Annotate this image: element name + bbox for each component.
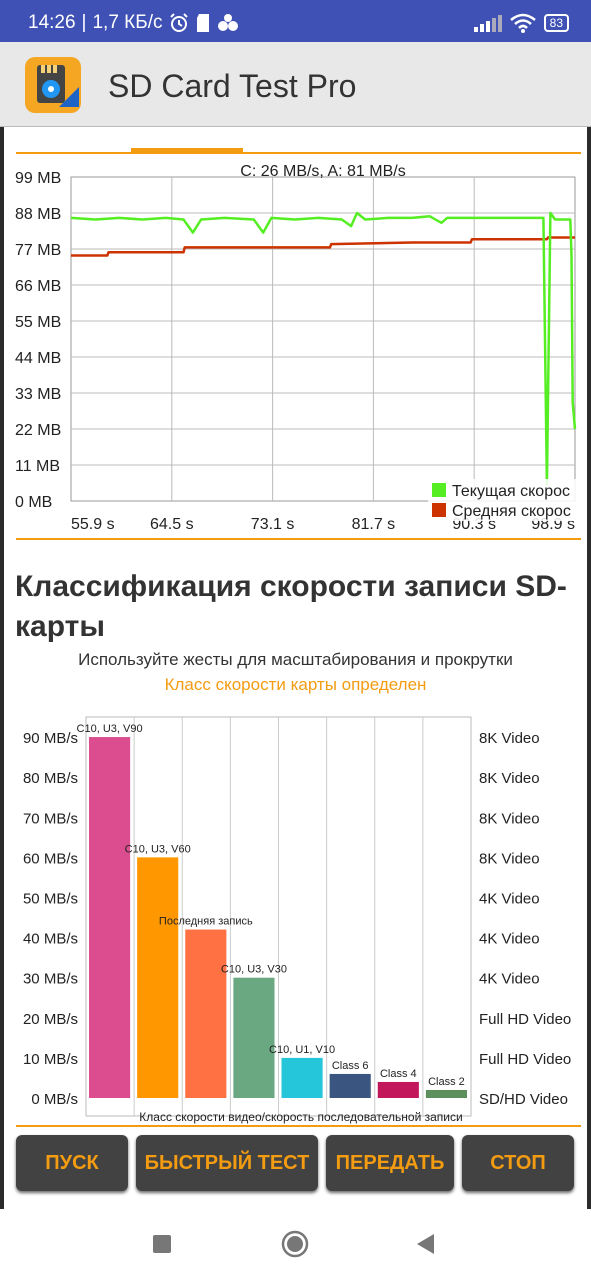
bar-label: Последняя запись xyxy=(159,916,253,928)
y-tick-label: 20 MB/s xyxy=(23,1011,78,1028)
right-tick-label: SD/HD Video xyxy=(479,1091,568,1108)
y-tick-label: 40 MB/s xyxy=(23,931,78,948)
legend-swatch xyxy=(432,483,446,497)
status-time: 14:26 xyxy=(28,12,76,33)
back-icon[interactable] xyxy=(414,1232,438,1256)
bar-label: Class 2 xyxy=(428,1076,465,1088)
right-tick-label: Full HD Video xyxy=(479,1011,571,1028)
right-tick-label: 8K Video xyxy=(479,850,540,867)
series-line-current xyxy=(70,211,577,486)
bar xyxy=(185,929,227,1098)
bar xyxy=(233,977,275,1098)
app-title: SD Card Test Pro xyxy=(108,68,357,104)
y-tick-label: 11 MB xyxy=(15,458,60,475)
app-bar: SD Card Test Pro xyxy=(0,42,591,127)
y-tick-label: 66 MB xyxy=(15,278,61,295)
y-tick-label: 10 MB/s xyxy=(23,1051,78,1068)
status-separator: | xyxy=(81,12,87,33)
app-cluster-icon xyxy=(217,14,238,31)
status-network-speed: 1,7 КБ/с xyxy=(92,12,163,33)
bar-label: Class 6 xyxy=(332,1060,369,1072)
y-tick-label: 90 MB/s xyxy=(23,730,78,747)
right-tick-label: 8K Video xyxy=(479,770,540,787)
button-bar: ПУСК БЫСТРЫЙ ТЕСТ ПЕРЕДАТЬ СТОП xyxy=(4,1125,587,1209)
tab-indicator-line xyxy=(16,152,581,154)
y-tick-label: 50 MB/s xyxy=(23,890,78,907)
bar xyxy=(329,1073,371,1098)
status-left: 14:26 | 1,7 КБ/с xyxy=(28,12,239,34)
battery-icon: 83 xyxy=(543,14,569,32)
app-logo-icon xyxy=(25,57,81,113)
recent-apps-icon[interactable] xyxy=(151,1233,173,1255)
chart-title: C: 26 MB/s, A: 81 MB/s xyxy=(240,163,405,180)
x-tick-label: 81.7 s xyxy=(352,516,396,533)
x-tick-label: 55.9 s xyxy=(71,516,115,533)
y-tick-label: 0 MB xyxy=(15,494,52,511)
tab-indicator-active[interactable] xyxy=(131,148,243,154)
y-tick-label: 0 MB/s xyxy=(31,1091,78,1108)
signal-icon xyxy=(473,15,502,32)
bar-label: C10, U3, V90 xyxy=(77,723,143,735)
y-tick-label: 30 MB/s xyxy=(23,971,78,988)
speed-class-bar-chart[interactable]: 90 MB/s 8K Video 80 MB/s 8K Video 70 MB/s 8K … xyxy=(4,705,587,1125)
share-button[interactable]: ПЕРЕДАТЬ xyxy=(326,1135,454,1191)
status-right: 83 xyxy=(473,13,569,33)
legend-swatch xyxy=(432,503,446,517)
x-axis-label: Класс скорости видео/скорость последоват… xyxy=(139,1110,462,1124)
home-icon[interactable] xyxy=(280,1229,310,1259)
zoom-hint: Используйте жесты для масштабирования и … xyxy=(78,650,513,669)
bar xyxy=(377,1081,419,1098)
bar xyxy=(89,737,131,1098)
quick-test-button[interactable]: БЫСТРЫЙ ТЕСТ xyxy=(136,1135,318,1191)
stop-button[interactable]: СТОП xyxy=(462,1135,574,1191)
right-tick-label: 4K Video xyxy=(479,931,540,948)
right-tick-label: Full HD Video xyxy=(479,1051,571,1068)
bar xyxy=(281,1057,323,1098)
button-bar-divider xyxy=(16,1125,581,1127)
series-line-average xyxy=(71,236,575,257)
sd-card-icon xyxy=(196,14,209,32)
legend-label: Средняя скорос xyxy=(452,503,571,520)
y-tick-label: 44 MB xyxy=(15,350,61,367)
wifi-icon xyxy=(509,13,536,33)
content-area: 99 MB 88 MB 77 MB 66 MB 55 MB 44 MB 33 MB 22 MB… xyxy=(0,127,591,1209)
legend-background xyxy=(428,479,578,521)
y-tick-label: 99 MB xyxy=(15,170,61,187)
chart-divider xyxy=(16,538,581,540)
status-bar: 14:26 | 1,7 КБ/с 83 xyxy=(0,0,591,42)
y-tick-label: 77 MB xyxy=(15,242,61,259)
plot-area xyxy=(70,176,576,502)
bar-label: C10, U3, V30 xyxy=(221,964,287,976)
x-tick-label: 73.1 s xyxy=(251,516,295,533)
y-tick-label: 88 MB xyxy=(15,206,61,223)
bar-label: Class 4 xyxy=(380,1068,417,1080)
y-tick-label: 22 MB xyxy=(15,422,61,439)
right-tick-label: 4K Video xyxy=(479,890,540,907)
chart-legend: Текущая скорос Средняя скорос xyxy=(428,479,578,521)
navigation-bar xyxy=(0,1209,591,1280)
bar-label: C10, U3, V60 xyxy=(125,843,191,855)
start-button[interactable]: ПУСК xyxy=(16,1135,128,1191)
y-tick-label: 60 MB/s xyxy=(23,850,78,867)
y-tick-label: 55 MB xyxy=(15,314,61,331)
bar-label: C10, U1, V10 xyxy=(269,1044,335,1056)
y-tick-label: 70 MB/s xyxy=(23,810,78,827)
speed-line-chart[interactable]: 99 MB 88 MB 77 MB 66 MB 55 MB 44 MB 33 MB 22 MB… xyxy=(4,127,587,547)
bar xyxy=(425,1089,467,1098)
right-tick-label: 8K Video xyxy=(479,810,540,827)
right-tick-label: 4K Video xyxy=(479,971,540,988)
alarm-icon xyxy=(169,13,188,32)
right-tick-label: 8K Video xyxy=(479,730,540,747)
main-panel: 99 MB 88 MB 77 MB 66 MB 55 MB 44 MB 33 MB 22 MB… xyxy=(4,127,587,1209)
y-tick-label: 33 MB xyxy=(15,386,61,403)
class-status: Класс скорости карты определен xyxy=(164,675,427,694)
legend-label: Текущая скорос xyxy=(452,483,570,500)
x-tick-label: 64.5 s xyxy=(150,516,194,533)
bar xyxy=(137,857,179,1098)
y-tick-label: 80 MB/s xyxy=(23,770,78,787)
section-title: Классификация скорости записи SD-карты xyxy=(15,570,567,643)
